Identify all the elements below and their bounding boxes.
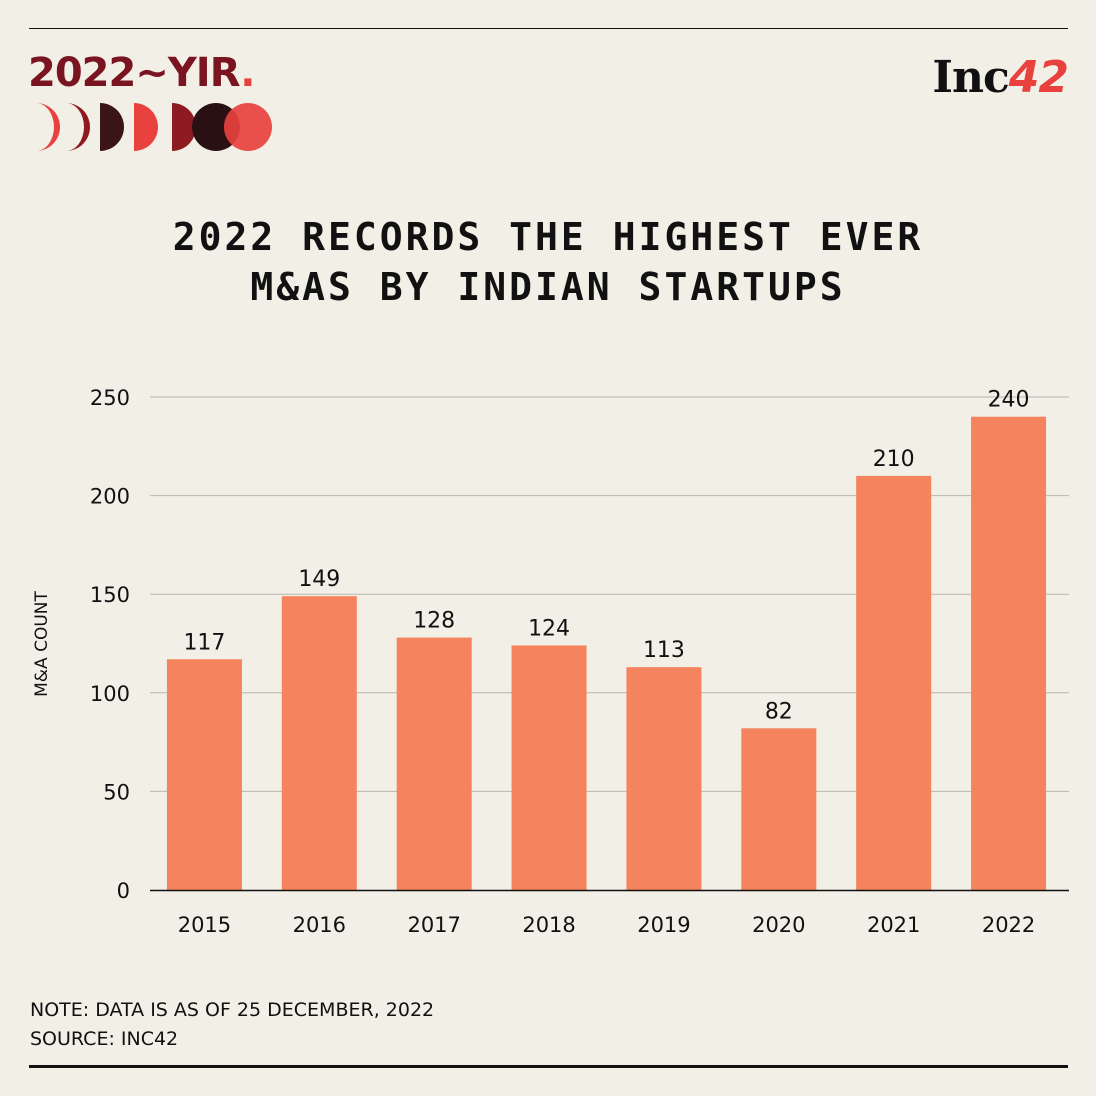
x-tick-label-2018: 2018 <box>522 913 575 937</box>
bar-2020 <box>741 728 817 890</box>
data-label-2020: 82 <box>765 699 793 724</box>
moon-phase-1 <box>36 103 60 151</box>
yir-brand: 2022~YIR. <box>26 50 286 160</box>
y-axis-label: M&A COUNT <box>32 591 52 697</box>
data-label-2018: 124 <box>528 616 570 641</box>
x-tick-label-2019: 2019 <box>637 913 690 937</box>
moon-phases-icon <box>36 103 272 151</box>
note-text: NOTE: DATA IS AS OF 25 DECEMBER, 2022 <box>30 999 435 1021</box>
chart-title-line1: 2022 RECORDS THE HIGHEST EVER <box>172 215 924 259</box>
x-tick-label-2022: 2022 <box>982 913 1035 937</box>
bar-2016 <box>281 596 357 890</box>
chart-title: 2022 RECORDS THE HIGHEST EVER M&AS BY IN… <box>0 212 1096 312</box>
x-tick-label-2016: 2016 <box>293 913 346 937</box>
y-tick-label-0: 0 <box>117 879 130 903</box>
moon-phase-4 <box>134 103 158 151</box>
y-tick-label-50: 50 <box>103 780 130 804</box>
bar-2019 <box>626 667 702 890</box>
y-tick-label-150: 150 <box>90 583 130 607</box>
x-tick-label-2015: 2015 <box>178 913 231 937</box>
moon-phase-5 <box>172 103 196 151</box>
chart-notes: NOTE: DATA IS AS OF 25 DECEMBER, 2022 SO… <box>30 996 434 1054</box>
data-label-2022: 240 <box>988 388 1030 413</box>
inc42-logo: Inc42 <box>932 52 1069 103</box>
y-tick-label-250: 250 <box>90 386 130 410</box>
data-label-2015: 117 <box>183 630 225 655</box>
source-text: SOURCE: INC42 <box>30 1028 179 1050</box>
y-tick-label-100: 100 <box>90 682 130 706</box>
bottom-rule <box>29 1065 1068 1068</box>
y-tick-label-200: 200 <box>90 485 130 509</box>
data-label-2021: 210 <box>873 447 915 472</box>
moon-phase-7 <box>224 103 272 151</box>
moon-phase-2 <box>66 103 90 151</box>
data-label-2019: 113 <box>643 638 685 663</box>
bar-2015 <box>166 659 242 890</box>
bar-2022 <box>971 416 1047 890</box>
bar-2017 <box>396 637 472 890</box>
yir-wordmark: 2022~YIR. <box>28 50 255 96</box>
bar-2018 <box>511 645 587 890</box>
top-rule <box>29 28 1068 29</box>
x-tick-label-2021: 2021 <box>867 913 920 937</box>
data-label-2017: 128 <box>413 609 455 634</box>
data-label-2016: 149 <box>298 567 340 592</box>
moon-phase-3 <box>100 103 124 151</box>
x-tick-label-2017: 2017 <box>407 913 460 937</box>
chart-title-line2: M&AS BY INDIAN STARTUPS <box>250 265 846 309</box>
bar-2021 <box>856 475 932 890</box>
x-tick-label-2020: 2020 <box>752 913 805 937</box>
